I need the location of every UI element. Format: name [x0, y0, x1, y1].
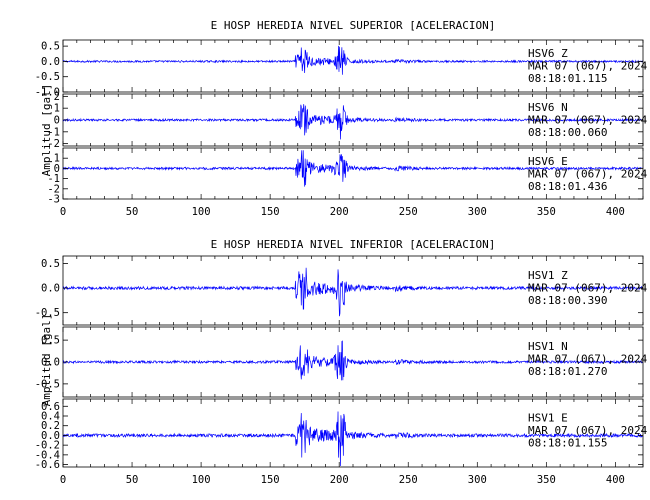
station-label-line: HSV6 Z [528, 47, 568, 60]
station-label-line: HSV6 N [528, 101, 568, 114]
waveform-trace [62, 45, 643, 75]
station-label-line: MAR 07 (067), 2024 [528, 60, 648, 73]
x-tick-label: 150 [261, 206, 280, 218]
station-label-line: 08:18:00.060 [528, 126, 607, 139]
station-label-line: MAR 07 (067), 2024 [528, 167, 648, 180]
station-label-line: HSV6 E [528, 155, 568, 168]
waveform-trace [62, 150, 643, 187]
chart-nivel-superior: E HOSP HEREDIA NIVEL SUPERIOR [ACELERACI… [35, 19, 648, 218]
waveform-trace [62, 411, 643, 467]
x-tick-label: 100 [192, 474, 211, 486]
x-tick-label: 300 [468, 474, 487, 486]
station-label-line: MAR 07 (067), 2024 [528, 114, 648, 127]
x-tick-label: 100 [192, 206, 211, 218]
y-tick-label: 0 [54, 115, 60, 127]
y-tick-label: 0.5 [41, 258, 60, 270]
chart-title: E HOSP HEREDIA NIVEL SUPERIOR [ACELERACI… [211, 19, 496, 32]
y-tick-label: 0.0 [41, 283, 60, 295]
x-tick-label: 0 [60, 206, 66, 218]
x-tick-label: 0 [60, 474, 66, 486]
y-tick-label: -1 [47, 173, 60, 185]
station-label-line: 08:18:01.155 [528, 436, 607, 449]
y-tick-label: -0.4 [35, 449, 60, 461]
station-label-line: 08:18:01.115 [528, 72, 607, 85]
x-tick-label: 350 [537, 474, 556, 486]
x-tick-label: 350 [537, 206, 556, 218]
y-tick-label: 1 [54, 103, 60, 115]
y-tick-label: 0.0 [41, 56, 60, 68]
y-tick-label: 0.4 [41, 411, 60, 423]
x-tick-label: 400 [606, 474, 625, 486]
waveform-trace [62, 340, 643, 381]
y-axis-label: Amplitud [gal] [40, 84, 53, 177]
station-label-line: 08:18:01.436 [528, 180, 607, 193]
y-tick-label: -3 [47, 194, 60, 206]
y-tick-label: 0.0 [41, 357, 60, 369]
y-tick-label: 0 [54, 163, 60, 175]
station-label-line: MAR 07 (067), 2024 [528, 424, 648, 437]
y-tick-label: 0.0 [41, 430, 60, 442]
y-tick-label: -0.5 [35, 378, 60, 390]
x-tick-label: 150 [261, 474, 280, 486]
station-label-line: HSV1 E [528, 411, 568, 424]
station-label-line: MAR 07 (067), 2024 [528, 353, 648, 366]
station-label-line: 08:18:00.390 [528, 294, 607, 307]
x-tick-label: 400 [606, 206, 625, 218]
y-tick-label: -1 [47, 126, 60, 138]
y-tick-label: 0.5 [41, 41, 60, 53]
waveform-trace [62, 104, 643, 140]
x-tick-label: 50 [126, 474, 139, 486]
chart-title: E HOSP HEREDIA NIVEL INFERIOR [ACELERACI… [211, 238, 496, 251]
y-tick-label: -2 [47, 138, 60, 150]
station-label-line: 08:18:01.270 [528, 365, 607, 378]
y-tick-label: -0.5 [35, 307, 60, 319]
waveform-trace [62, 267, 643, 317]
y-tick-label: 1 [54, 153, 60, 165]
x-tick-label: 250 [399, 206, 418, 218]
y-tick-label: 2 [54, 91, 60, 103]
y-tick-label: 0.5 [41, 335, 60, 347]
station-label-line: HSV1 Z [528, 269, 568, 282]
y-tick-label: -0.5 [35, 71, 60, 83]
x-tick-label: 200 [330, 474, 349, 486]
x-tick-label: 200 [330, 206, 349, 218]
x-tick-label: 250 [399, 474, 418, 486]
y-tick-label: -0.2 [35, 440, 60, 452]
y-tick-label: -0.6 [35, 459, 60, 471]
y-tick-label: 0.6 [41, 401, 60, 413]
y-tick-label: -1.0 [35, 87, 60, 99]
station-label-line: MAR 07 (067), 2024 [528, 281, 648, 294]
x-tick-label: 300 [468, 206, 487, 218]
y-tick-label: -2 [47, 183, 60, 195]
chart-nivel-inferior: E HOSP HEREDIA NIVEL INFERIOR [ACELERACI… [35, 238, 648, 486]
y-tick-label: 0.2 [41, 420, 60, 432]
y-axis-label: Amplitud [gal] [40, 314, 53, 407]
x-tick-label: 50 [126, 206, 139, 218]
station-label-line: HSV1 N [528, 340, 568, 353]
